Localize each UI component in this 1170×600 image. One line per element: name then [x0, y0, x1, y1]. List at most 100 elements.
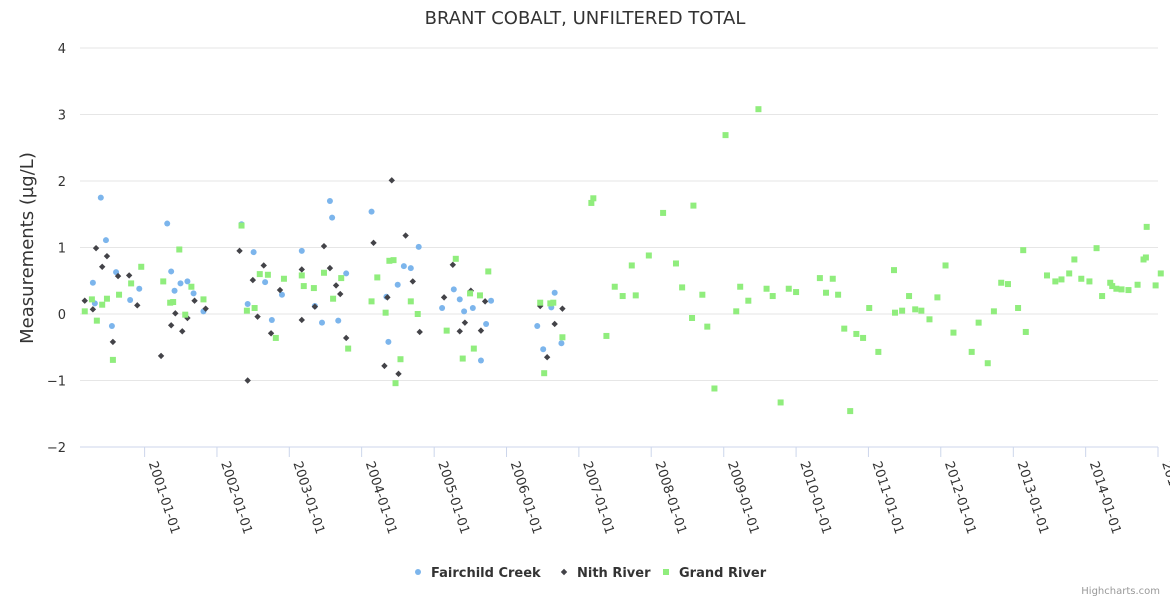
data-point[interactable]: [588, 199, 595, 206]
data-point[interactable]: [329, 214, 336, 221]
data-point[interactable]: [476, 292, 483, 299]
data-point[interactable]: [390, 257, 397, 264]
data-point[interactable]: [777, 399, 784, 406]
data-point[interactable]: [125, 272, 133, 279]
data-point[interactable]: [998, 279, 1005, 286]
data-point[interactable]: [891, 267, 897, 274]
data-point[interactable]: [298, 316, 305, 324]
data-point[interactable]: [469, 305, 476, 312]
data-point[interactable]: [456, 328, 463, 335]
data-point[interactable]: [134, 302, 141, 309]
data-point[interactable]: [906, 293, 913, 300]
data-point[interactable]: [950, 329, 957, 336]
data-point[interactable]: [551, 289, 558, 296]
data-point[interactable]: [1078, 275, 1085, 282]
data-point[interactable]: [968, 348, 975, 355]
data-point[interactable]: [866, 305, 873, 312]
data-point[interactable]: [485, 268, 492, 275]
data-point[interactable]: [558, 340, 565, 347]
data-point[interactable]: [342, 334, 350, 342]
data-point[interactable]: [260, 262, 267, 269]
legend-item-fairchild-creek[interactable]: Fairchild Creek: [415, 566, 541, 581]
data-point[interactable]: [337, 290, 344, 298]
data-point[interactable]: [737, 283, 744, 290]
data-point[interactable]: [311, 303, 319, 310]
data-point[interactable]: [942, 262, 949, 269]
data-point[interactable]: [81, 308, 88, 315]
data-point[interactable]: [975, 319, 982, 326]
credits-link[interactable]: Highcharts.com: [1081, 586, 1160, 597]
data-point[interactable]: [278, 291, 285, 298]
data-point[interactable]: [392, 380, 399, 387]
legend-label[interactable]: Fairchild Creek: [431, 566, 541, 581]
data-point[interactable]: [449, 261, 457, 268]
data-point[interactable]: [172, 310, 179, 317]
data-point[interactable]: [272, 334, 279, 341]
data-point[interactable]: [823, 289, 830, 296]
data-point[interactable]: [300, 283, 307, 290]
data-point[interactable]: [722, 132, 729, 139]
data-point[interactable]: [926, 316, 933, 323]
data-point[interactable]: [590, 195, 597, 202]
data-point[interactable]: [918, 307, 925, 314]
data-point[interactable]: [1086, 278, 1093, 285]
data-point[interactable]: [443, 327, 450, 334]
data-point[interactable]: [660, 209, 667, 216]
data-point[interactable]: [238, 222, 245, 229]
data-point[interactable]: [690, 202, 697, 209]
data-point[interactable]: [298, 247, 305, 254]
data-point[interactable]: [310, 285, 317, 292]
data-point[interactable]: [841, 325, 848, 332]
data-point[interactable]: [450, 286, 457, 293]
data-point[interactable]: [335, 317, 342, 324]
data-point[interactable]: [1152, 282, 1159, 289]
data-point[interactable]: [934, 294, 941, 301]
data-point[interactable]: [899, 307, 906, 314]
data-point[interactable]: [1125, 287, 1132, 294]
data-point[interactable]: [108, 322, 115, 329]
data-point[interactable]: [99, 301, 106, 308]
data-point[interactable]: [1099, 293, 1106, 300]
data-point[interactable]: [98, 263, 106, 270]
data-point[interactable]: [763, 285, 770, 292]
data-point[interactable]: [1004, 281, 1011, 288]
data-point[interactable]: [672, 260, 679, 267]
data-point[interactable]: [699, 291, 706, 298]
data-point[interactable]: [388, 177, 395, 184]
data-point[interactable]: [256, 271, 263, 278]
data-point[interactable]: [368, 208, 375, 215]
data-point[interactable]: [483, 320, 490, 327]
data-point[interactable]: [481, 298, 489, 305]
data-point[interactable]: [689, 314, 696, 321]
data-point[interactable]: [456, 296, 463, 303]
data-point[interactable]: [769, 293, 776, 300]
data-point[interactable]: [534, 322, 541, 329]
data-point[interactable]: [415, 243, 422, 250]
data-point[interactable]: [136, 285, 143, 292]
data-point[interactable]: [381, 362, 388, 370]
data-point[interactable]: [875, 348, 882, 355]
data-point[interactable]: [537, 299, 544, 306]
data-point[interactable]: [704, 323, 711, 330]
data-point[interactable]: [138, 263, 145, 270]
data-point[interactable]: [1142, 254, 1149, 261]
data-point[interactable]: [459, 355, 466, 362]
data-point[interactable]: [127, 297, 134, 304]
data-point[interactable]: [543, 354, 551, 361]
legend-symbol[interactable]: [560, 568, 568, 576]
data-point[interactable]: [1058, 276, 1065, 283]
data-point[interactable]: [109, 356, 116, 363]
data-point[interactable]: [89, 306, 97, 313]
data-point[interactable]: [81, 297, 88, 304]
data-point[interactable]: [1143, 223, 1150, 230]
data-point[interactable]: [254, 313, 261, 320]
legend-label[interactable]: Grand River: [679, 566, 767, 581]
data-point[interactable]: [835, 291, 842, 298]
data-point[interactable]: [785, 285, 792, 292]
data-point[interactable]: [1044, 272, 1051, 279]
data-point[interactable]: [397, 356, 404, 363]
data-point[interactable]: [116, 291, 123, 298]
data-point[interactable]: [384, 294, 391, 301]
data-point[interactable]: [236, 247, 243, 255]
data-point[interactable]: [395, 370, 402, 378]
